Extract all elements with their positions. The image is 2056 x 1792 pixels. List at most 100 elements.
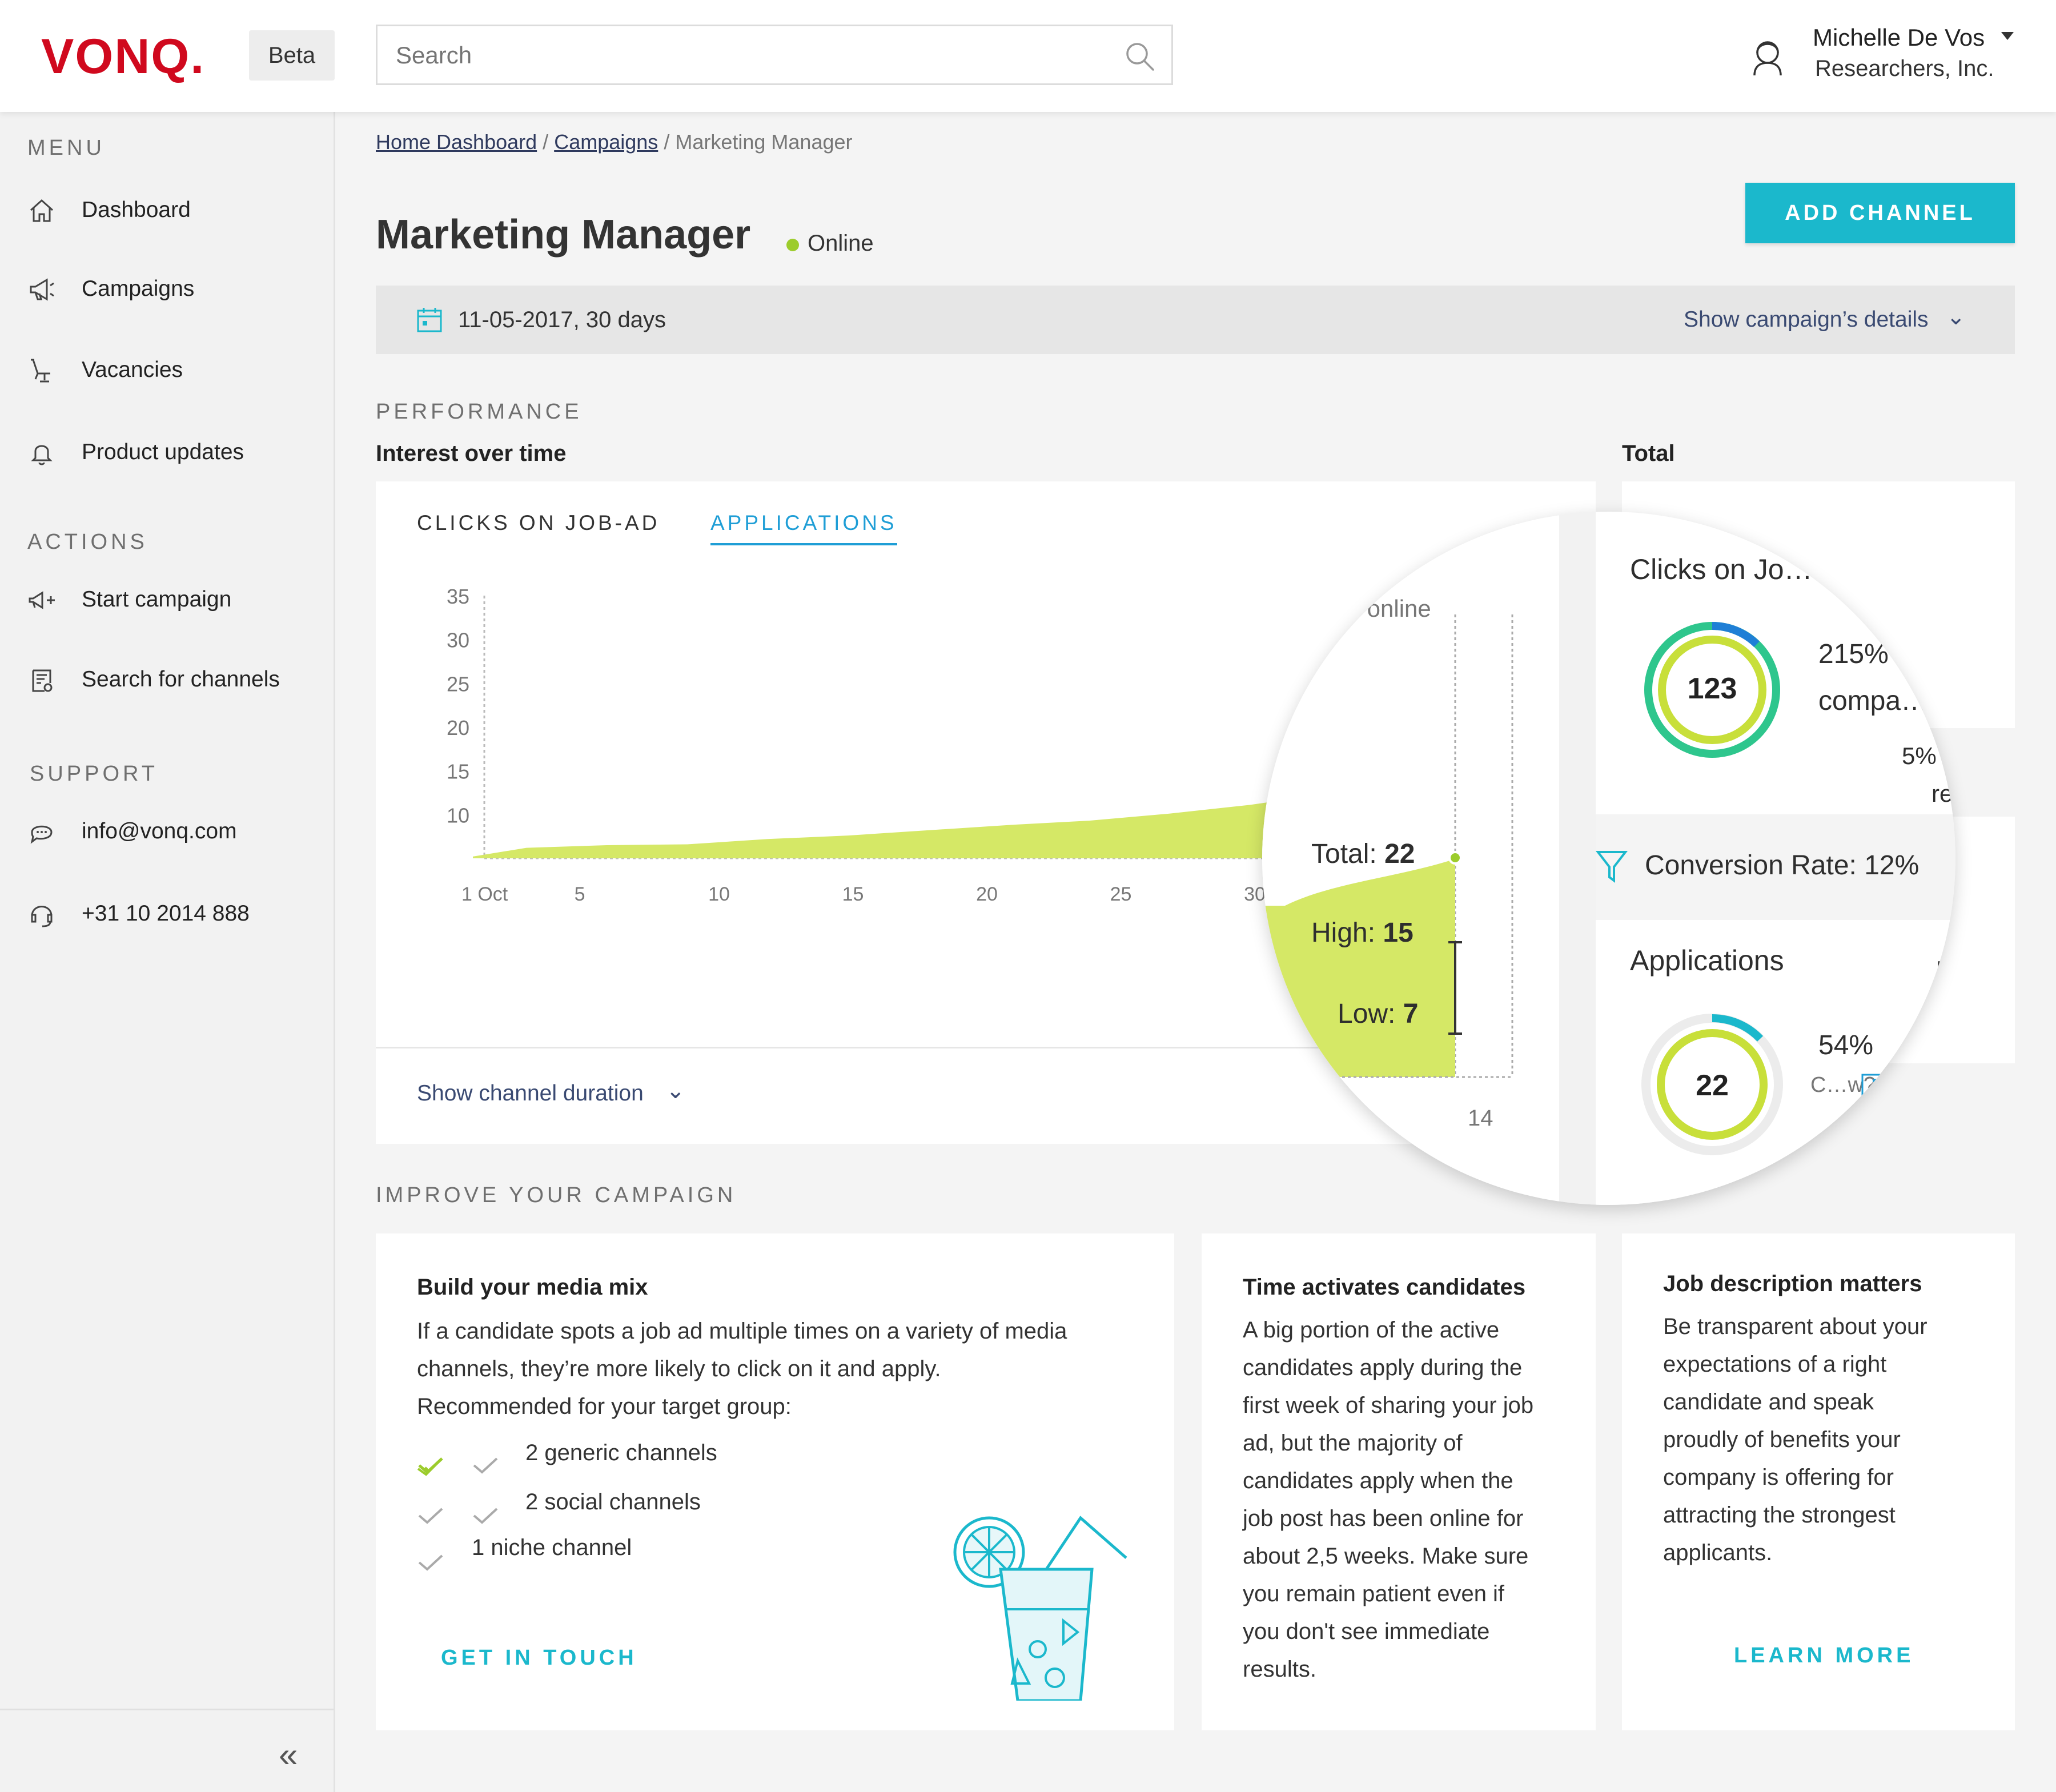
applications-area-series (473, 785, 1384, 858)
beta-badge: Beta (249, 30, 335, 81)
tip-body: Be transparent about your expectations o… (1663, 1308, 1928, 1572)
vonq-logo[interactable]: VONQ. (41, 29, 206, 84)
clicks-above-text: 5% above (1902, 742, 1955, 769)
sidebar: MENU Dashboard Campaigns Vacancies Produ… (0, 112, 335, 1792)
low-tooltip: Low: 7 (1338, 998, 1418, 1030)
chevron-down-icon[interactable]: ⌄ (666, 1078, 685, 1103)
magnified-x-tick: 14 (1468, 1106, 1493, 1131)
magnified-top-tick: 2ᶜ (1354, 541, 1372, 565)
magnifier-lens: ys online 2ᶜ Total: 22 High: 15 Low: 7 1… (1262, 512, 1955, 1205)
total-tooltip: Total: 22 (1311, 838, 1415, 870)
learn-more-link[interactable]: LEARN MORE (1734, 1644, 1914, 1668)
chat-icon (30, 825, 53, 844)
search-input[interactable] (395, 37, 1082, 74)
campaign-date: 11-05-2017, 30 days (458, 307, 666, 332)
user-company: Researchers, Inc. (1815, 56, 1994, 81)
sidebar-item-label: Vacancies (82, 357, 183, 382)
checklist-item: 1 niche channel (472, 1535, 632, 1560)
support-section-title: SUPPORT (30, 762, 159, 786)
sidebar-item-dashboard[interactable]: Dashboard (27, 191, 324, 236)
search-icon[interactable] (1125, 41, 1155, 72)
sidebar-item-product-updates[interactable]: Product updates (27, 433, 324, 479)
tip-line: attracting the strongest (1663, 1502, 1896, 1528)
tab-applications[interactable]: APPLICATIONS (710, 511, 897, 545)
menu-section-title: MENU (27, 136, 105, 160)
tip-line: expectations of a right (1663, 1352, 1887, 1377)
collapse-sidebar-icon[interactable]: « (279, 1735, 298, 1774)
status-badge: Online (808, 231, 874, 256)
get-in-touch-link[interactable]: GET IN TOUCH (441, 1646, 637, 1670)
user-avatar-icon[interactable] (1748, 34, 1788, 78)
sidebar-item-label: Start campaign (82, 587, 232, 612)
sidebar-item-email[interactable]: info@vonq.com (27, 812, 324, 858)
x-tick-label: 30 (1244, 883, 1266, 905)
tip-line: first week of sharing your job (1243, 1393, 1534, 1418)
magnified-chart-card: ys online 2ᶜ Total: 22 High: 15 Low: 7 1… (1262, 512, 1559, 1205)
tip-line: candidates apply during the (1243, 1355, 1523, 1380)
total-value: 22 (1384, 839, 1415, 869)
tip-line: A big portion of the active (1243, 1317, 1500, 1343)
chevron-down-icon[interactable]: ⌄ (1946, 304, 1966, 330)
top-bar: VONQ. Beta Michelle De Vos Researchers, … (0, 0, 2056, 112)
tip-line: Be transparent about your (1663, 1314, 1928, 1339)
tip-body: If a candidate spots a job ad multiple t… (417, 1312, 1067, 1425)
total-label: Total: (1311, 839, 1377, 869)
sidebar-item-campaigns[interactable]: Campaigns (27, 270, 324, 315)
tip-line: candidate and speak (1663, 1389, 1874, 1415)
tab-clicks-on-job-ad[interactable]: CLICKS ON JOB-AD (417, 511, 660, 535)
show-campaign-details-link[interactable]: Show campaign’s details (1684, 307, 1929, 332)
x-tick-label: 5 (575, 883, 585, 905)
breadcrumb-home-link[interactable]: Home Dashboard (376, 130, 537, 154)
y-tick-label: 30 (447, 629, 469, 652)
low-label: Low: (1338, 999, 1396, 1029)
tip-line: applicants. (1663, 1540, 1773, 1565)
clicks-title: Clicks on Jo… (1630, 553, 1813, 585)
sidebar-item-label: Campaigns (82, 276, 195, 301)
checklist-item: 2 generic channels (525, 1440, 717, 1465)
sidebar-item-phone[interactable]: +31 10 2014 888 (27, 894, 324, 940)
sidebar-item-label: info@vonq.com (82, 819, 237, 843)
user-name[interactable]: Michelle De Vos (1813, 24, 1985, 51)
info-icon[interactable] (1861, 1073, 1888, 1100)
headset-icon (31, 906, 53, 927)
performance-section-title: PERFORMANCE (376, 400, 583, 424)
tip-card-media-mix: Build your media mix If a candidate spot… (376, 1233, 1174, 1730)
x-tick-label: 10 (708, 883, 730, 905)
actions-section-title: ACTIONS (27, 530, 148, 554)
interest-over-time-title: Interest over time (376, 441, 567, 466)
user-menu-caret-icon[interactable] (2001, 32, 2014, 40)
tip-line: channels, they’re more likely to click o… (417, 1356, 941, 1381)
add-channel-button[interactable]: ADD CHANNEL (1745, 183, 2015, 243)
tip-line: If a candidate spots a job ad multiple t… (417, 1319, 1067, 1344)
calendar-icon (417, 308, 442, 332)
magnified-applications-card: Applications 22 54% C…w? (1596, 920, 1955, 1205)
breadcrumb-current: Marketing Manager (675, 130, 853, 154)
conversion-rate: Conversion Rate: 12% (1645, 850, 1920, 881)
high-value: 15 (1383, 918, 1414, 948)
breadcrumb-campaigns-link[interactable]: Campaigns (554, 130, 658, 154)
breadcrumb-separator: / (664, 130, 670, 154)
sidebar-item-start-campaign[interactable]: Start campaign (27, 580, 324, 626)
chart-divider (376, 1047, 1596, 1048)
conversion-row: Conversion Rate: 12% (1596, 814, 1955, 920)
sidebar-divider (0, 1709, 334, 1710)
sidebar-item-vacancies[interactable]: Vacancies (27, 351, 324, 396)
low-value: 7 (1403, 999, 1419, 1029)
magnified-area (1262, 614, 1513, 1078)
tip-title: Job description matters (1663, 1271, 1922, 1296)
tip-body: A big portion of the active candidates a… (1243, 1311, 1533, 1688)
tip-title: Build your media mix (417, 1275, 648, 1300)
tip-line: job post has been online for (1243, 1506, 1524, 1531)
x-tick-label: 25 (1110, 883, 1132, 905)
checkmarks-icon (417, 1457, 498, 1571)
show-channel-duration-link[interactable]: Show channel duration (417, 1081, 644, 1106)
y-tick-label: 10 (447, 803, 469, 827)
tip-line: about 2,5 weeks. Make sure (1243, 1544, 1529, 1569)
clicks-compare-low: re to Low (1931, 780, 1955, 807)
tip-line: results. (1243, 1657, 1316, 1682)
tip-line: candidates apply when the (1243, 1468, 1513, 1493)
x-tick-label: 15 (842, 883, 864, 905)
search-box[interactable] (376, 25, 1173, 85)
sidebar-item-search-channels[interactable]: Search for channels (27, 660, 324, 706)
improve-section-title: IMPROVE YOUR CAMPAIGN (376, 1183, 737, 1207)
